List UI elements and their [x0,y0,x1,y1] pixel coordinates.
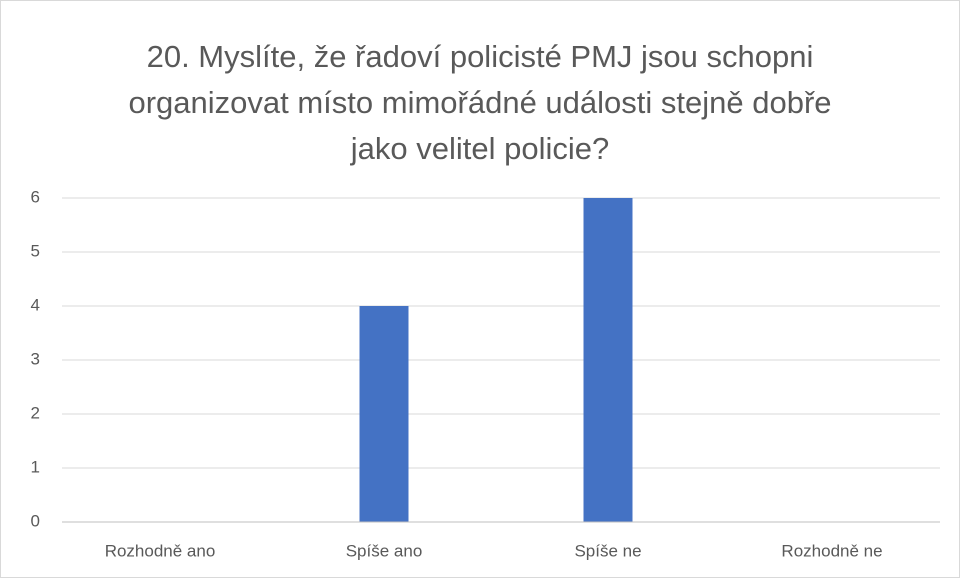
y-tick-label: 0 [31,511,40,530]
bar [583,198,633,522]
y-tick-label: 6 [31,187,40,206]
y-tick-label: 5 [31,241,40,260]
chart-title: 20. Myslíte, že řadoví policisté PMJ jso… [128,39,832,166]
y-tick-label: 1 [31,457,40,476]
bar [359,306,409,522]
y-tick-label: 3 [31,349,40,368]
x-tick-label: Spíše ne [574,541,641,560]
y-tick-label: 4 [31,295,40,314]
y-tick-label: 2 [31,403,40,422]
x-tick-label: Spíše ano [346,541,423,560]
x-tick-label: Rozhodně ne [781,541,882,560]
x-tick-label: Rozhodně ano [105,541,216,560]
